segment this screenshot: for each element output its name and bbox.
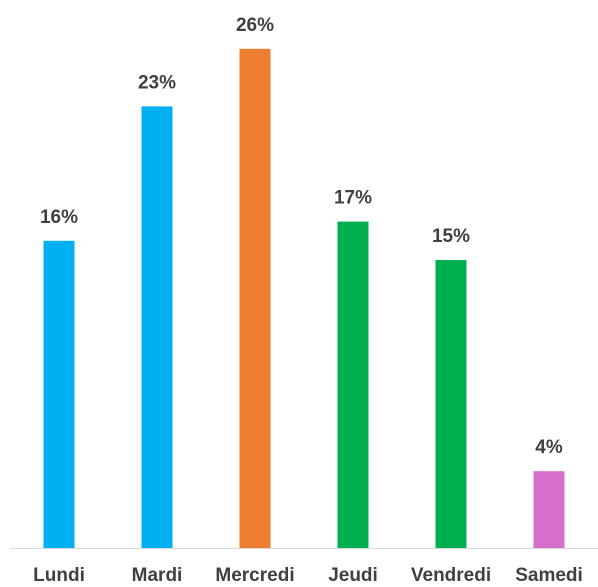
bar-vendredi xyxy=(435,260,467,548)
value-label-lundi: 16% xyxy=(40,207,78,228)
category-label-vendredi: Vendredi xyxy=(411,565,491,586)
value-labels-group: 16% 23% 26% 17% 15% 4% xyxy=(40,15,563,458)
category-label-samedi: Samedi xyxy=(515,565,583,586)
value-label-mercredi: 26% xyxy=(236,15,274,36)
category-label-lundi: Lundi xyxy=(33,565,85,586)
bar-lundi xyxy=(43,240,75,549)
value-label-mardi: 23% xyxy=(138,72,176,93)
value-label-jeudi: 17% xyxy=(334,188,372,209)
value-label-samedi: 4% xyxy=(535,437,563,458)
value-label-vendredi: 15% xyxy=(432,226,470,247)
category-label-jeudi: Jeudi xyxy=(328,565,378,586)
category-label-mardi: Mardi xyxy=(132,565,183,586)
bar-samedi xyxy=(533,471,565,548)
category-labels-group: Lundi Mardi Mercredi Jeudi Vendredi Samedi xyxy=(33,565,583,586)
bar-mercredi xyxy=(239,48,271,549)
bars-group xyxy=(43,48,565,549)
bar-jeudi xyxy=(337,221,369,548)
bar-mardi xyxy=(141,106,173,549)
category-label-mercredi: Mercredi xyxy=(215,565,294,586)
